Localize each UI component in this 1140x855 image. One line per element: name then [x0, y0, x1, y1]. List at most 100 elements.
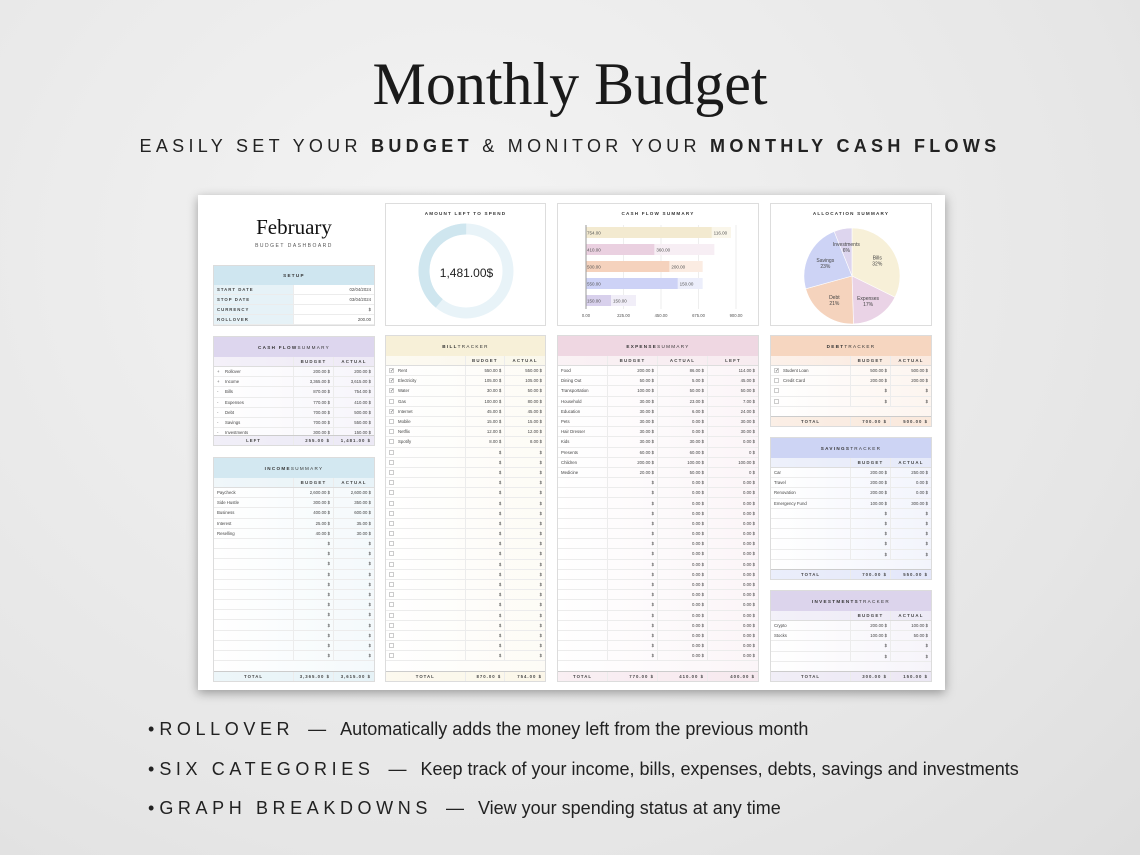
row-value[interactable]: $ [539, 449, 542, 455]
row-label[interactable]: Income [225, 379, 240, 385]
row-value[interactable]: $ [608, 498, 658, 508]
row-value[interactable]: $ [368, 612, 371, 618]
row-value[interactable]: 0.00 $ [743, 531, 755, 537]
row-value[interactable]: 0.00 $ [743, 643, 755, 649]
row-value[interactable]: $ [368, 571, 371, 577]
row-value[interactable]: 50.00 $ [740, 388, 755, 394]
row-value[interactable]: 300.00 $ [294, 428, 334, 435]
row-label[interactable]: Food [561, 368, 571, 374]
row-value[interactable]: $ [539, 500, 542, 506]
row-value[interactable]: $ [925, 510, 928, 516]
row-label[interactable]: Water [398, 388, 410, 394]
row-value[interactable]: 200.00 $ [608, 366, 658, 376]
row-value[interactable]: 0 $ [749, 449, 755, 455]
row-label[interactable]: Spotify [398, 439, 412, 445]
row-value[interactable]: 0.00 $ [658, 651, 708, 661]
row-value[interactable]: $ [539, 653, 542, 659]
row-value[interactable]: 20.00 $ [608, 467, 658, 478]
row-value[interactable]: 0.00 $ [743, 592, 755, 598]
row-value[interactable]: $ [294, 559, 334, 569]
row-value[interactable]: 200.00 $ [851, 376, 891, 386]
row-value[interactable]: $ [925, 531, 928, 537]
row-value[interactable]: $ [608, 651, 658, 661]
setup-value[interactable]: $ [368, 307, 371, 312]
row-value[interactable]: 8.00 $ [466, 437, 506, 447]
row-value[interactable]: 0.00 $ [658, 488, 708, 498]
row-label[interactable]: Dining Out [561, 378, 582, 384]
row-value[interactable]: 7.00 $ [743, 398, 755, 404]
row-value[interactable]: $ [466, 488, 506, 498]
row-value[interactable]: 100.00 $ [608, 386, 658, 396]
row-value[interactable]: $ [539, 561, 542, 567]
row-value[interactable]: $ [608, 620, 658, 630]
row-value[interactable]: $ [925, 398, 928, 404]
row-value[interactable]: $ [294, 549, 334, 559]
row-value[interactable]: 0.00 $ [658, 498, 708, 508]
row-value[interactable]: $ [294, 630, 334, 640]
row-value[interactable]: 300.00 $ [911, 500, 928, 506]
row-value[interactable]: $ [539, 571, 542, 577]
row-value[interactable]: 0.00 $ [743, 510, 755, 516]
row-value[interactable]: 200.00 $ [851, 468, 891, 478]
row-value[interactable]: $ [539, 541, 542, 547]
row-value[interactable]: $ [539, 480, 542, 486]
row-value[interactable]: 0.00 $ [743, 551, 755, 557]
checkbox[interactable] [389, 592, 394, 598]
row-value[interactable]: $ [608, 529, 658, 539]
row-value[interactable]: 0.00 $ [658, 478, 708, 488]
row-value[interactable]: $ [466, 620, 506, 630]
row-value[interactable]: 0.00 $ [743, 439, 755, 445]
checkbox[interactable] [389, 632, 394, 638]
row-value[interactable]: 45.00 $ [527, 408, 542, 414]
row-label[interactable]: Expenses [225, 399, 244, 405]
row-label[interactable]: Savings [225, 420, 241, 426]
row-value[interactable]: 12.00 $ [527, 429, 542, 435]
row-value[interactable]: 12.00 $ [466, 427, 506, 437]
row-label[interactable]: Reselling [217, 530, 235, 536]
checkbox[interactable] [774, 398, 779, 404]
setup-value[interactable]: 200.00 [357, 317, 371, 322]
checkbox[interactable] [389, 571, 394, 577]
checkbox[interactable] [389, 531, 394, 537]
checkbox[interactable] [389, 561, 394, 567]
row-value[interactable]: 0.00 $ [658, 529, 708, 539]
row-value[interactable]: $ [368, 591, 371, 597]
row-value[interactable]: 0.00 $ [743, 480, 755, 486]
row-value[interactable]: 0.00 $ [658, 620, 708, 630]
row-value[interactable]: 30.00 $ [608, 437, 658, 447]
row-value[interactable]: 100.00 $ [911, 623, 928, 629]
row-value[interactable]: 50.00 $ [658, 467, 708, 478]
row-value[interactable]: 0.00 $ [658, 600, 708, 610]
row-value[interactable]: 25.00 $ [294, 518, 334, 528]
row-value[interactable]: 0.00 $ [658, 416, 708, 427]
row-value[interactable]: 30.00 $ [608, 416, 658, 427]
row-value[interactable]: 0.00 $ [743, 632, 755, 638]
row-value[interactable]: $ [466, 559, 506, 569]
row-value[interactable]: 200.00 $ [851, 488, 891, 498]
row-value[interactable]: 30.00 $ [658, 437, 708, 447]
checkbox[interactable] [389, 582, 394, 588]
row-value[interactable]: $ [466, 508, 506, 518]
row-value[interactable]: 550.00 $ [525, 368, 542, 374]
row-value[interactable]: $ [466, 498, 506, 508]
row-value[interactable]: 50.00 $ [608, 376, 658, 386]
row-value[interactable]: 300.00 $ [294, 498, 334, 508]
row-value[interactable]: 0.00 $ [916, 480, 928, 486]
row-label[interactable]: Crypto [774, 623, 787, 629]
row-value[interactable]: $ [925, 653, 928, 659]
row-value[interactable]: $ [466, 651, 506, 661]
row-label[interactable]: Medicine [561, 469, 579, 475]
checkbox[interactable]: ✓ [389, 378, 395, 385]
row-value[interactable]: $ [608, 590, 658, 600]
row-label[interactable]: Children [561, 459, 578, 465]
row-value[interactable]: 114.00 $ [738, 368, 755, 374]
row-value[interactable]: 30.00 $ [608, 406, 658, 416]
checkbox[interactable] [389, 398, 394, 404]
row-value[interactable]: $ [851, 651, 891, 661]
row-label[interactable]: Internet [398, 408, 413, 414]
row-value[interactable]: 600.00 $ [354, 510, 371, 516]
row-value[interactable]: 0.00 $ [658, 569, 708, 579]
row-value[interactable]: 0.00 $ [658, 559, 708, 569]
row-value[interactable]: 0.00 $ [916, 490, 928, 496]
row-value[interactable]: $ [608, 630, 658, 641]
